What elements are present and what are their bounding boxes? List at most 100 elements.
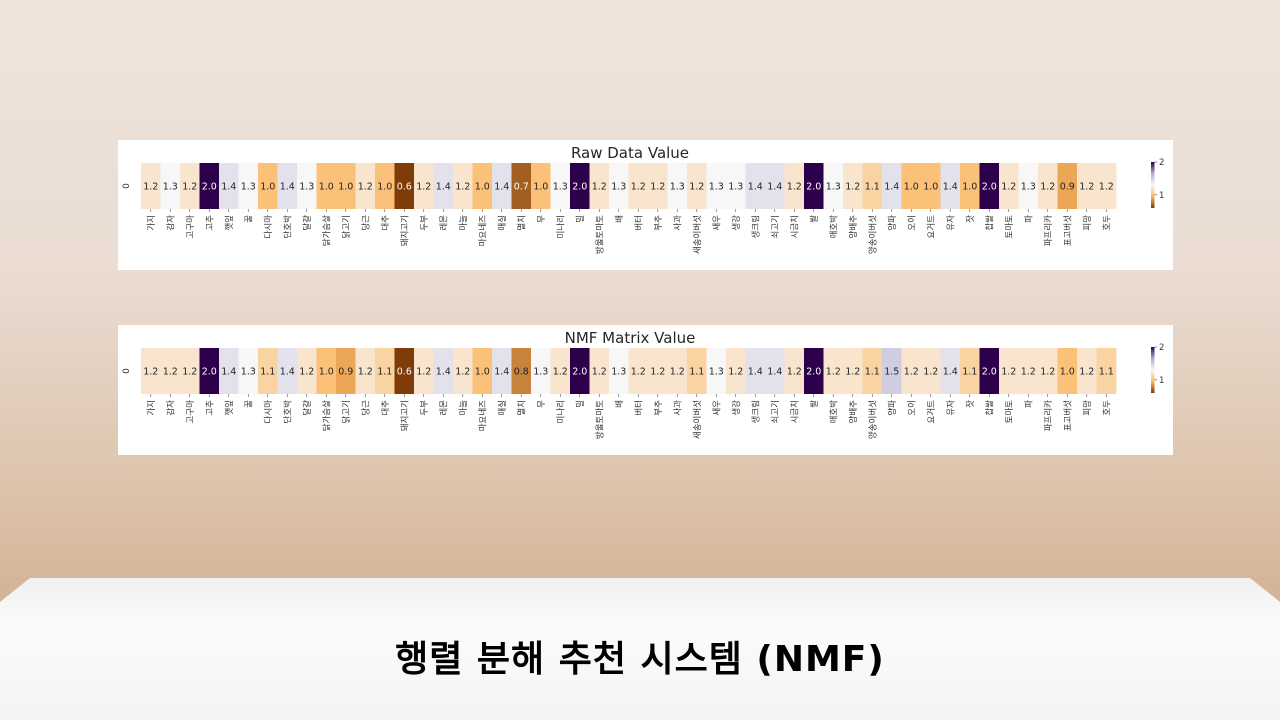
cell-value-label: 1.2	[182, 367, 197, 378]
heatmap-cell	[726, 163, 746, 209]
cell-value-label: 2.0	[202, 367, 217, 378]
x-tick-label: 파	[1024, 400, 1034, 408]
x-tick-label: 깻잎	[224, 400, 235, 416]
cell-value-label: 1.2	[1079, 367, 1094, 378]
cell-value-label: 1.1	[377, 367, 392, 378]
heatmap-cell	[999, 163, 1019, 209]
cell-value-label: 1.2	[299, 367, 314, 378]
heatmap-cell	[219, 348, 239, 394]
x-tick-label: 다시마	[264, 400, 274, 424]
x-tick-label: 생강	[731, 215, 742, 231]
x-tick-label: 찹쌀	[985, 400, 995, 416]
heatmap-cell	[843, 348, 863, 394]
x-tick-label: 버터	[633, 400, 644, 416]
cell-value-label: 1.2	[358, 367, 373, 378]
cell-value-label: 2.0	[572, 367, 587, 378]
heatmap-cell	[277, 163, 298, 209]
heatmap-cell	[316, 348, 337, 394]
heatmap-cell	[277, 348, 298, 394]
cell-value-label: 1.2	[592, 367, 607, 378]
x-tick-label: 매실	[497, 215, 508, 231]
heatmap-cell	[1018, 163, 1039, 209]
cell-value-label: 1.2	[631, 182, 646, 193]
heatmap-cell	[570, 163, 590, 209]
heatmap-cell	[531, 163, 551, 209]
x-tick-label: 미나리	[556, 215, 566, 238]
cell-value-label: 1.1	[689, 367, 704, 378]
x-tick-label: 돼지고기	[400, 400, 410, 431]
cell-value-label: 1.2	[1040, 367, 1055, 378]
cell-value-label: 1.0	[475, 182, 490, 193]
cell-value-label: 1.2	[631, 367, 646, 378]
x-tick-label: 파프리카	[1044, 400, 1054, 431]
raw-heatmap-panel: Raw Data Value 0 1.2 가지 1.3 감자 1.2 고구마 2.0 고추 1.4 깻…	[118, 140, 1173, 270]
x-tick-label: 고구마	[186, 215, 196, 239]
heatmap-cell	[238, 348, 259, 394]
cell-value-label: 1.3	[709, 367, 724, 378]
heatmap-cell	[589, 348, 610, 394]
x-tick-label: 잣	[965, 215, 976, 223]
x-tick-label: 호두	[1102, 400, 1112, 416]
x-tick-label: 무	[537, 215, 547, 223]
heatmap-cell	[238, 163, 259, 209]
cell-value-label: 1.3	[241, 367, 256, 378]
heatmap-cell	[823, 163, 844, 209]
heatmap-cell	[1038, 163, 1058, 209]
heatmap-cell	[511, 163, 532, 209]
heatmap-cell	[453, 348, 473, 394]
x-tick-label: 파프리카	[1044, 215, 1054, 246]
cell-value-label: 1.1	[260, 367, 275, 378]
cell-value-label: 1.4	[767, 367, 782, 378]
x-tick-label: 잣	[965, 400, 976, 408]
x-tick-label: 고추	[205, 400, 215, 416]
chart-title: Raw Data Value	[571, 144, 689, 162]
nmf-heatmap-panel: NMF Matrix Value 0 1.2 가지 1.2 감자 1.2 고구마 2.0 고추 1.…	[118, 325, 1173, 455]
heatmap-cell	[667, 163, 688, 209]
cell-value-label: 1.2	[455, 182, 470, 193]
heatmap-cell	[472, 348, 493, 394]
cell-value-label: 1.3	[670, 182, 685, 193]
colorbar-tick-label: 1	[1159, 191, 1164, 201]
x-tick-label: 부추	[654, 215, 664, 231]
cell-value-label: 1.2	[845, 182, 860, 193]
heatmap-cell	[901, 163, 922, 209]
cell-value-label: 0.9	[1060, 182, 1075, 193]
heatmap-cell	[180, 163, 200, 209]
x-tick-label: 버터	[633, 215, 644, 231]
cell-value-label: 1.3	[611, 182, 626, 193]
heatmap-cell	[433, 348, 454, 394]
cell-value-label: 2.0	[806, 182, 821, 193]
cell-value-label: 1.0	[904, 182, 919, 193]
x-tick-label: 양송이버섯	[867, 215, 878, 254]
heatmap-cell	[960, 163, 980, 209]
x-tick-label: 표고버섯	[1062, 215, 1073, 246]
heatmap-cell	[745, 348, 766, 394]
heatmap-cell	[882, 163, 902, 209]
x-tick-label: 사과	[673, 400, 683, 416]
x-tick-label: 달걀	[302, 400, 313, 416]
x-tick-label: 밀	[575, 215, 586, 223]
cell-value-label: 1.4	[436, 367, 451, 378]
x-tick-label: 가지	[147, 400, 157, 416]
x-tick-label: 멸치	[516, 215, 527, 231]
x-tick-label: 배	[615, 400, 625, 408]
cell-value-label: 1.2	[1079, 182, 1094, 193]
x-tick-label: 오이	[906, 215, 917, 231]
x-tick-label: 무	[537, 400, 547, 408]
x-tick-label: 피망	[1082, 400, 1093, 416]
heatmap-cell	[570, 348, 590, 394]
heatmap-cell	[297, 348, 317, 394]
x-tick-label: 밀	[575, 400, 586, 408]
heatmap-cell	[589, 163, 610, 209]
cell-value-label: 1.4	[436, 182, 451, 193]
x-tick-label: 레몬	[439, 400, 449, 416]
heatmap-cell	[160, 163, 181, 209]
x-tick-label: 새송이버섯	[692, 400, 703, 439]
x-tick-label: 꿀	[244, 215, 254, 223]
x-tick-label: 양배추	[848, 215, 859, 239]
x-tick-label: 닭가슴살	[321, 400, 332, 431]
heatmap-cell	[726, 348, 746, 394]
x-tick-label: 마요네즈	[478, 400, 488, 431]
heatmap-cell	[609, 163, 629, 209]
x-tick-label: 요거트	[927, 400, 937, 424]
